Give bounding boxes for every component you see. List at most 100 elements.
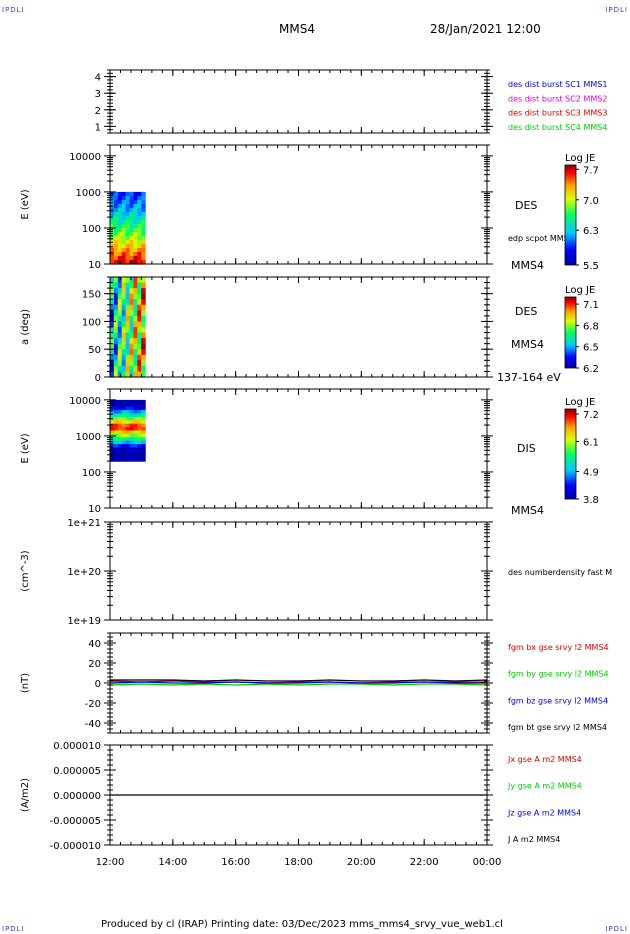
current-legend-entry: Jy gse A m2 MMS4 — [507, 782, 582, 791]
dis_energy-heatmap-cell — [141, 399, 146, 404]
des_pitch-heatmap-cell — [133, 360, 138, 367]
des_energy-heatmap-cell — [137, 232, 142, 237]
des_energy-heatmap-cell — [141, 207, 146, 213]
des_pitch-heatmap-cell — [125, 360, 131, 367]
time-axis-label: 14:00 — [158, 857, 187, 868]
dis_energy-colorbar-tick-label: 6.1 — [583, 438, 599, 449]
des_pitch-heatmap-cell — [141, 327, 146, 334]
des_energy-heatmap-cell — [125, 219, 131, 225]
dis_energy-heatmap-cell — [110, 413, 115, 418]
des_energy-heatmap-cell — [137, 260, 142, 265]
des_pitch-heatmap-cell — [110, 332, 115, 339]
des_pitch-heatmap-cell — [117, 365, 123, 373]
des_energy-heatmap-cell — [141, 228, 146, 233]
des_pitch-side-label: MMS4 — [511, 338, 544, 351]
des_pitch-ytick-label: 150 — [82, 290, 101, 301]
dis_energy-heatmap-cell — [121, 399, 127, 404]
dis_energy-heatmap-cell — [117, 437, 123, 442]
des_energy-heatmap-cell — [137, 236, 142, 241]
des_pitch-heatmap-cell — [113, 315, 119, 323]
dis_energy-heatmap-cell — [141, 413, 146, 418]
dis_energy-heatmap-cell — [125, 427, 131, 432]
des_pitch-heatmap-cell — [137, 277, 142, 284]
des_energy-ylabel: E (eV) — [20, 189, 31, 219]
des_energy-heatmap-cell — [137, 211, 142, 217]
dis_energy-heatmap-cell — [125, 433, 131, 438]
des_energy-heatmap-cell — [117, 203, 123, 209]
des_pitch-heatmap-cell — [141, 349, 146, 356]
des_energy-heatmap-cell — [110, 219, 115, 225]
des_pitch-heatmap-cell — [113, 321, 119, 328]
des_pitch-heatmap-cell — [129, 310, 134, 317]
des_energy-heatmap-cell — [141, 252, 146, 257]
des_pitch-heatmap-cell — [117, 310, 123, 317]
des_pitch-heatmap-cell — [117, 354, 123, 361]
des_energy-heatmap-cell — [113, 252, 119, 257]
des_energy-heatmap-cell — [137, 244, 142, 249]
des_energy-heatmap-cell — [137, 256, 142, 261]
des_pitch-heatmap-cell — [129, 332, 134, 339]
density-ytick-label: 1e+19 — [67, 616, 101, 627]
des_pitch-heatmap-cell — [141, 277, 146, 284]
dis_energy-heatmap-cell — [129, 440, 134, 445]
des_energy-heatmap-cell — [141, 244, 146, 249]
dis_energy-heatmap-cell — [141, 440, 146, 445]
dis_energy-heatmap-cell — [129, 423, 134, 428]
des_energy-heatmap-cell — [113, 215, 119, 221]
dis_energy-colorbar-tick-label: 7.2 — [583, 410, 599, 421]
dis_energy-heatmap-cell — [129, 413, 134, 418]
dis_energy-heatmap-cell — [117, 440, 123, 445]
time-axis-label: 18:00 — [284, 857, 313, 868]
des_energy-heatmap-cell — [137, 240, 142, 245]
dis_energy-heatmap-cell — [137, 403, 142, 408]
des_energy-heatmap-cell — [129, 215, 134, 221]
des_energy-heatmap-cell — [129, 236, 134, 241]
dis_energy-heatmap-cell — [125, 420, 131, 425]
des_pitch-heatmap-cell — [133, 349, 138, 356]
des_pitch-heatmap-cell — [129, 321, 134, 328]
des_pitch-heatmap-cell — [137, 354, 142, 361]
des_pitch-heatmap-cell — [110, 365, 115, 373]
dis_energy-heatmap-cell — [117, 420, 123, 425]
des_energy-heatmap-cell — [129, 244, 134, 249]
des_energy-heatmap-cell — [113, 207, 119, 213]
dis_energy-heatmap-cell — [117, 430, 123, 435]
des_pitch-heatmap-cell — [137, 360, 142, 367]
des_energy-heatmap-cell — [125, 211, 131, 217]
dis_energy-heatmap-cell — [117, 416, 123, 421]
des_pitch-heatmap-cell — [129, 315, 134, 323]
des_energy-heatmap-cell — [117, 191, 123, 197]
des_energy-heatmap-cell — [133, 199, 138, 205]
dis_energy-heatmap-cell — [113, 427, 119, 432]
des_pitch-ylabel: a (deg) — [20, 309, 31, 345]
dis_energy-heatmap-cell — [141, 447, 146, 452]
dis_energy-heatmap-cell — [117, 454, 123, 459]
des_energy-heatmap-cell — [117, 256, 123, 261]
dis_energy-heatmap-cell — [110, 454, 115, 459]
des_energy-heatmap-cell — [133, 240, 138, 245]
des_pitch-heatmap-cell — [110, 299, 115, 306]
dis_energy-heatmap-cell — [141, 416, 146, 421]
dis_energy-heatmap-cell — [117, 403, 123, 408]
des_pitch-heatmap-cell — [113, 371, 119, 378]
dis_energy-heatmap-cell — [117, 423, 123, 428]
des_energy-heatmap-cell — [125, 244, 131, 249]
des_pitch-heatmap-cell — [133, 343, 138, 350]
des_energy-heatmap-cell — [137, 223, 142, 229]
des_energy-heatmap-cell — [129, 240, 134, 245]
dis_energy-side-label: DIS — [517, 442, 536, 455]
dis_energy-heatmap-cell — [110, 430, 115, 435]
des_pitch-heatmap-cell — [113, 332, 119, 339]
des_energy-colorbar-tick-label: 6.3 — [583, 226, 599, 237]
des_pitch-heatmap-cell — [133, 327, 138, 334]
des_energy-heatmap-cell — [137, 191, 142, 197]
dis_energy-heatmap-cell — [125, 444, 131, 449]
des_energy-heatmap-cell — [110, 232, 115, 237]
dis_energy-heatmap-cell — [133, 420, 138, 425]
dis_energy-heatmap-cell — [137, 410, 142, 415]
des_pitch-ytick-label: 100 — [82, 317, 101, 328]
des_pitch-heatmap-cell — [129, 299, 134, 306]
des_pitch-heatmap-cell — [110, 349, 115, 356]
des_pitch-heatmap-cell — [121, 288, 127, 295]
